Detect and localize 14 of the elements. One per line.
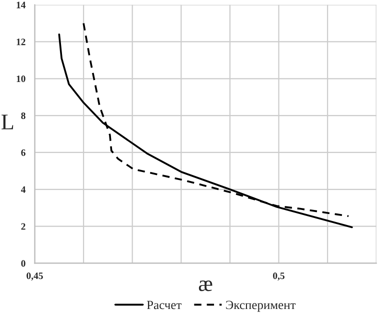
y-tick-label: 12: [16, 38, 26, 46]
legend-label: Эксперимент: [226, 300, 296, 312]
legend-label: Расчет: [146, 300, 182, 310]
y-tick-label: 8: [21, 112, 26, 120]
x-tick-label: 0,45: [26, 272, 43, 280]
y-tick-label: 0: [21, 260, 26, 267]
y-tick-label: 14: [16, 2, 26, 8]
y-tick-label: 4: [20, 186, 26, 193]
y-tick-label: 6: [21, 149, 26, 156]
x-tick-label: 0,5: [273, 272, 284, 280]
y-tick-label: 10: [16, 76, 26, 82]
y-axis-title: L: [2, 114, 14, 130]
y-tick-label: 2: [21, 223, 26, 230]
x-axis-title: æ: [198, 280, 212, 292]
